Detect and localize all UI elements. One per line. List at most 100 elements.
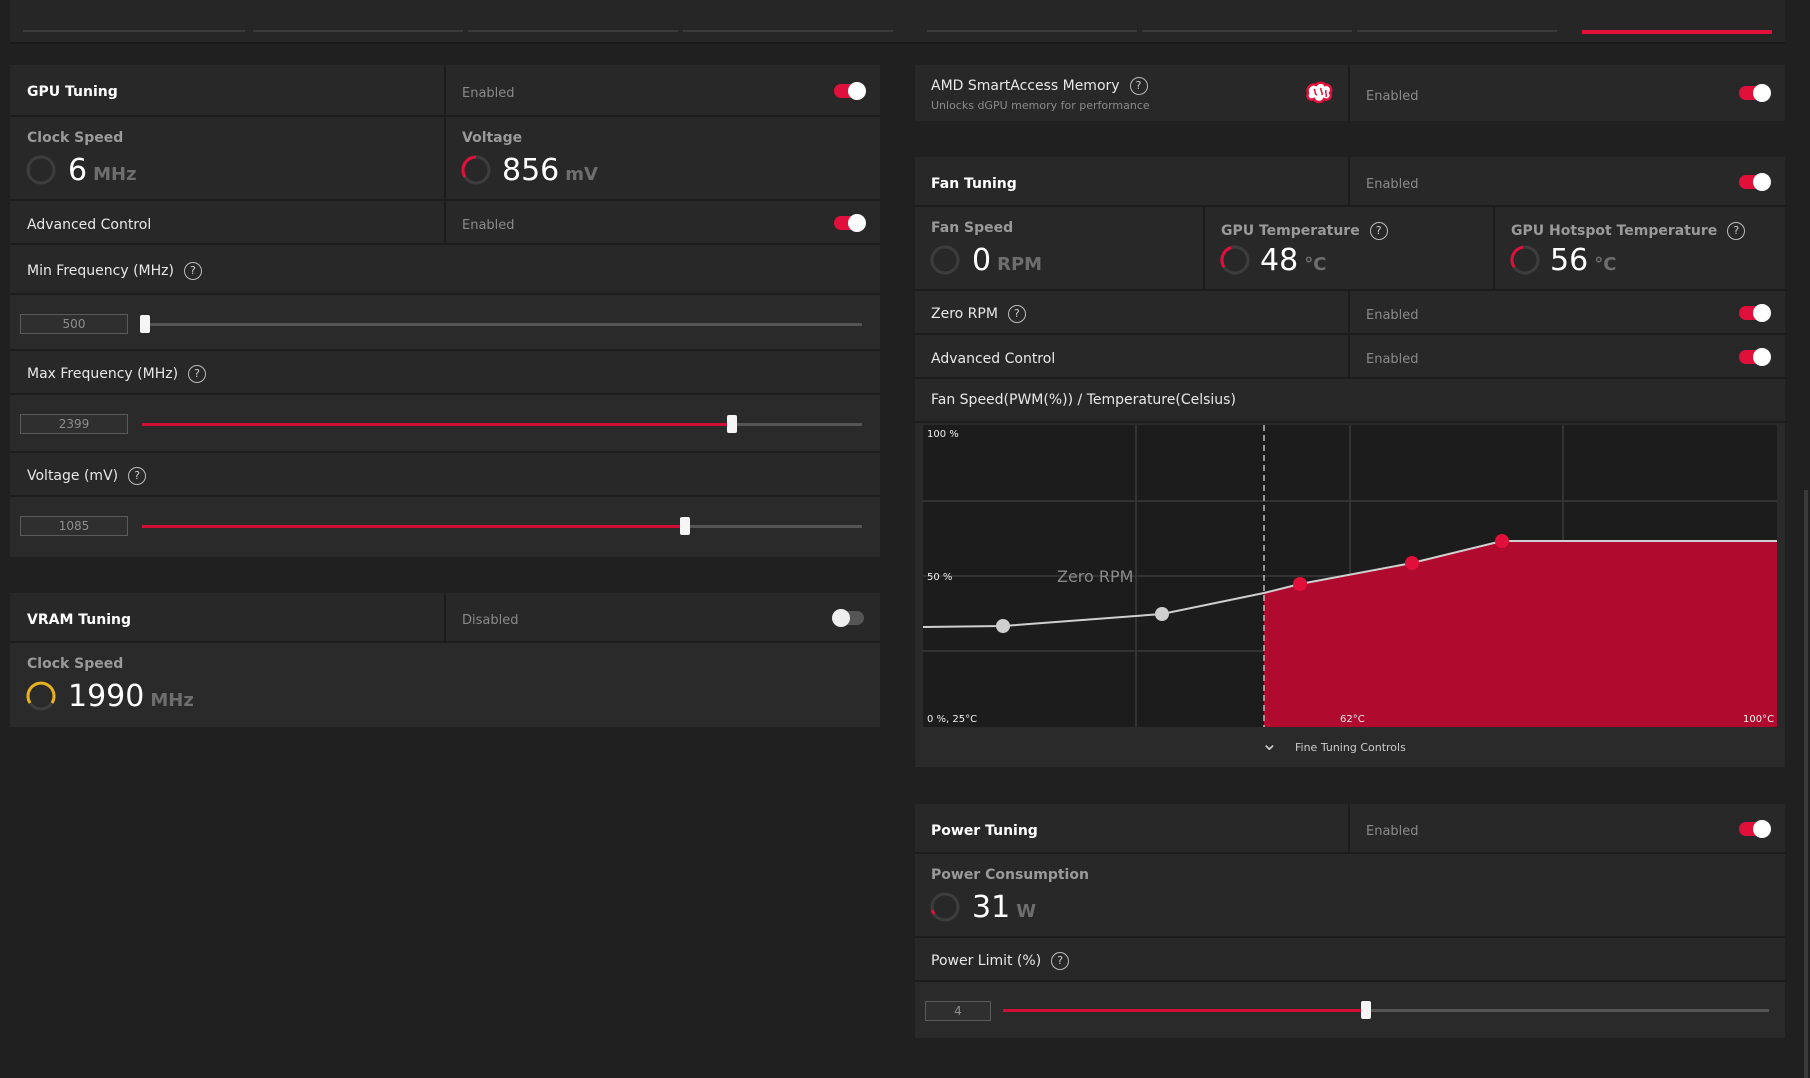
divider (444, 593, 446, 641)
help-icon[interactable]: ? (1129, 76, 1148, 95)
clock-speed-unit: MHz (93, 164, 137, 185)
sam-toggle[interactable] (1739, 84, 1771, 102)
help-icon[interactable]: ? (128, 466, 147, 485)
vram-tuning-title: VRAM Tuning (27, 612, 131, 628)
min-frequency-header: Min Frequency (MHz)? (10, 245, 880, 295)
help-icon[interactable]: ? (1727, 221, 1746, 240)
power-limit-input[interactable]: 4 (925, 1001, 991, 1021)
fan-advanced-state: Enabled (1366, 352, 1419, 367)
vram-clock-gauge-icon (26, 681, 56, 711)
tab-separator (1357, 30, 1557, 32)
clock-speed-gauge-icon (26, 155, 56, 185)
slider-thumb[interactable] (727, 415, 737, 433)
fan-advanced-label-cell: Advanced Control (915, 335, 1348, 377)
gpu-temperature-metric: GPU Temperature? 48 °C (1205, 207, 1493, 289)
power-limit-slider[interactable] (1003, 1001, 1769, 1019)
help-icon[interactable]: ? (1051, 951, 1070, 970)
tab-separator (1142, 30, 1352, 32)
vram-tuning-state: Disabled (462, 613, 519, 628)
power-consumption-label: Power Consumption (931, 867, 1089, 883)
max-frequency-slider-row: 2399 (10, 395, 880, 453)
vram-tuning-header: VRAM Tuning Disabled (10, 593, 880, 643)
power-limit-header: Power Limit (%)? (915, 938, 1785, 982)
fan-advanced-label: Advanced Control (931, 351, 1056, 367)
gpu-metrics-row: Clock Speed 6 MHz Voltage 856 mV (10, 117, 880, 201)
sam-description: Unlocks dGPU memory for performance (931, 98, 1150, 112)
sam-state: Enabled (1366, 89, 1419, 104)
fan-title-cell: Fan Tuning (915, 157, 1348, 205)
fan-curve-point[interactable] (1155, 607, 1169, 621)
zero-rpm-label: Zero RPM (931, 306, 998, 322)
fan-speed-label: Fan Speed (931, 220, 1014, 236)
hotspot-temperature-unit: °C (1594, 254, 1617, 275)
tab-separator (927, 30, 1137, 32)
max-frequency-input[interactable]: 2399 (20, 414, 128, 434)
fan-curve-line (923, 540, 1777, 628)
sam-row: AMD SmartAccess Memory? Unlocks dGPU mem… (915, 65, 1785, 121)
fan-advanced-toggle[interactable] (1739, 348, 1771, 366)
hotspot-temperature-value: 56 (1550, 243, 1589, 278)
help-icon[interactable]: ? (188, 364, 207, 383)
gpu-tuning-state: Enabled (462, 86, 515, 101)
min-frequency-slider[interactable] (140, 315, 862, 333)
power-tuning-panel: Power Tuning Enabled Power Consumption 3… (915, 804, 1785, 1038)
slider-thumb[interactable] (680, 517, 690, 535)
fine-tuning-toggle[interactable]: ⌄ Fine Tuning Controls (915, 729, 1785, 767)
sam-title-cell: AMD SmartAccess Memory? Unlocks dGPU mem… (915, 65, 1348, 121)
divider (1348, 157, 1350, 205)
help-icon[interactable]: ? (183, 261, 202, 280)
fan-curve-point[interactable] (1495, 534, 1509, 548)
divider (1348, 335, 1350, 377)
zero-rpm-state-cell: Enabled (1350, 291, 1785, 333)
gpu-tuning-toggle[interactable] (834, 82, 866, 100)
power-consumption-row: Power Consumption 31 W (915, 854, 1785, 938)
zero-rpm-row: Zero RPM? Enabled (915, 291, 1785, 335)
advanced-control-state-cell: Enabled (446, 201, 880, 243)
vram-title-cell: VRAM Tuning (10, 593, 444, 641)
advanced-control-label: Advanced Control (27, 217, 152, 233)
advanced-control-toggle[interactable] (834, 214, 866, 232)
vram-tuning-toggle[interactable] (832, 609, 864, 627)
fan-curve-point[interactable] (996, 619, 1010, 633)
voltage-slider-header: Voltage (mV)? (10, 453, 880, 497)
voltage-metric: Voltage 856 mV (446, 117, 880, 199)
voltage-input[interactable]: 1085 (20, 516, 128, 536)
vram-clock-value: 1990 (68, 679, 145, 714)
voltage-slider[interactable] (142, 517, 862, 535)
power-consumption-unit: W (1016, 901, 1037, 922)
fan-curve-area (1264, 541, 1777, 727)
clock-speed-label: Clock Speed (27, 130, 124, 146)
slider-thumb[interactable] (1361, 1001, 1371, 1019)
hotspot-temperature-metric: GPU Hotspot Temperature? 56 °C (1495, 207, 1785, 289)
fan-advanced-state-cell: Enabled (1350, 335, 1785, 377)
help-icon[interactable]: ? (1007, 304, 1026, 323)
fan-tuning-title: Fan Tuning (931, 176, 1017, 192)
gpu-temperature-value: 48 (1260, 243, 1299, 278)
power-tuning-toggle[interactable] (1739, 820, 1771, 838)
max-frequency-slider[interactable] (142, 415, 862, 433)
help-icon[interactable]: ? (1369, 221, 1388, 240)
y-mid-label: 50 % (927, 572, 952, 583)
divider (1348, 65, 1350, 121)
zero-rpm-toggle[interactable] (1739, 304, 1771, 322)
max-frequency-label: Max Frequency (MHz) (27, 366, 179, 382)
scrollbar[interactable] (1804, 490, 1808, 1078)
power-consumption-value: 31 (972, 890, 1011, 925)
top-tab-strip (10, 0, 1785, 44)
slider-thumb[interactable] (140, 315, 150, 333)
clock-speed-value: 6 (68, 153, 88, 188)
min-frequency-input[interactable]: 500 (20, 314, 128, 334)
power-limit-slider-row: 4 (915, 982, 1785, 1038)
fan-curve-graph[interactable]: 100 % 50 % Zero RPM 0 %, 25°C 62°C 100°C (923, 425, 1777, 727)
y-max-label: 100 % (927, 429, 959, 440)
fan-state-cell: Enabled (1350, 157, 1785, 205)
fan-metrics-row: Fan Speed 0 RPM GPU Temperature? 48 °C GPU… (915, 207, 1785, 291)
fan-speed-metric: Fan Speed 0 RPM (915, 207, 1203, 289)
advanced-control-label-cell: Advanced Control (10, 201, 444, 243)
slider-fill (1003, 1009, 1366, 1012)
fan-curve-point[interactable] (1405, 556, 1419, 570)
fan-curve-title-row: Fan Speed(PWM(%)) / Temperature(Celsius) (915, 379, 1785, 423)
fan-tuning-toggle[interactable] (1739, 173, 1771, 191)
vram-clock-unit: MHz (150, 690, 194, 711)
fan-curve-point[interactable] (1293, 577, 1307, 591)
